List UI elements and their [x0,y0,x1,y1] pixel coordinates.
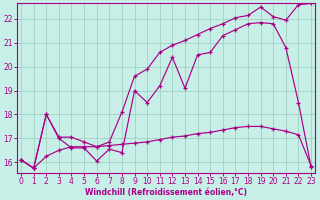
X-axis label: Windchill (Refroidissement éolien,°C): Windchill (Refroidissement éolien,°C) [85,188,247,197]
